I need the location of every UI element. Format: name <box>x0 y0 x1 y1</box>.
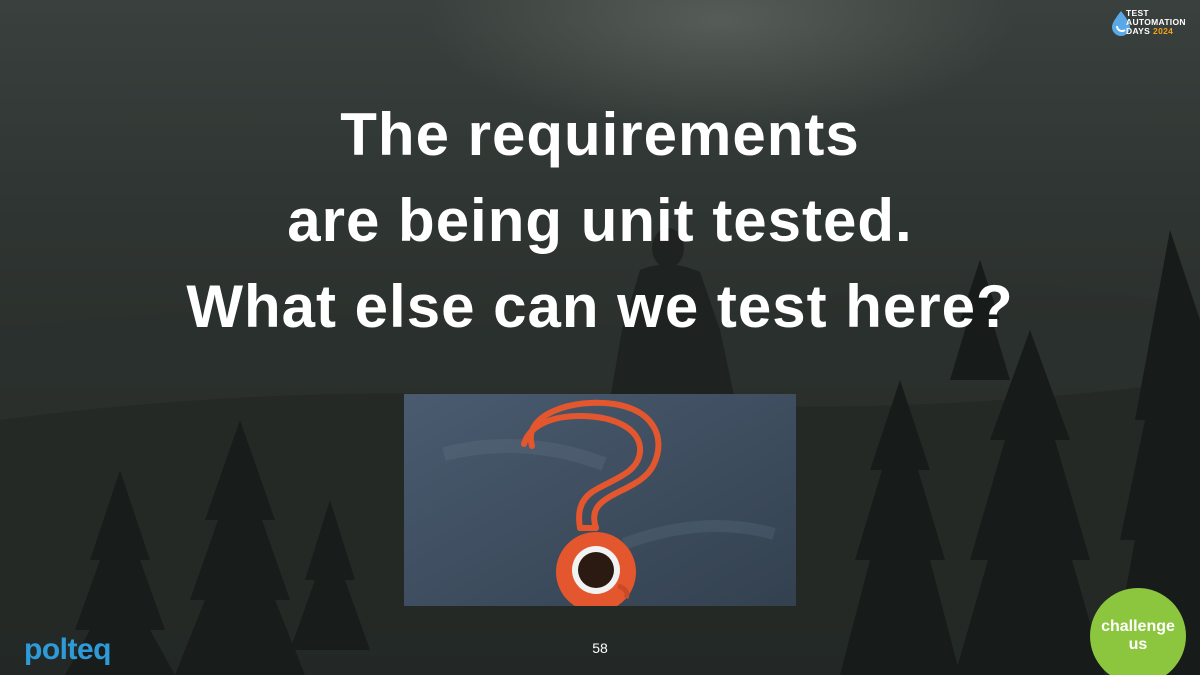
headline-line-1: The requirements <box>340 101 860 168</box>
page-number: 58 <box>592 640 608 656</box>
headline-line-3: What else can we test here? <box>186 273 1014 340</box>
badge-line-1: challenge <box>1101 618 1175 635</box>
test-automation-days-logo: TEST AUTOMATION DAYS 2024 <box>1110 6 1196 38</box>
headline-line-2: are being unit tested. <box>287 187 913 254</box>
right-trees <box>840 230 1200 675</box>
polteq-logo: polteq <box>24 633 112 666</box>
logo-text-line1: TEST <box>1126 8 1149 18</box>
logo-text-line3: DAYS <box>1126 26 1151 36</box>
logo-text-line2: AUTOMATION <box>1126 17 1186 27</box>
badge-line-2: us <box>1128 636 1148 653</box>
left-trees <box>65 420 370 675</box>
challenge-us-badge: challenge us <box>1090 588 1186 675</box>
hiker-silhouette <box>610 228 735 400</box>
coffee-cup-icon <box>556 532 636 606</box>
slide-headline: The requirements are being unit tested. … <box>0 92 1200 350</box>
question-mark-icon <box>521 399 662 531</box>
question-mark-image <box>404 394 796 606</box>
logo-year: 2024 <box>1153 26 1174 36</box>
drop-icon <box>1112 11 1130 36</box>
